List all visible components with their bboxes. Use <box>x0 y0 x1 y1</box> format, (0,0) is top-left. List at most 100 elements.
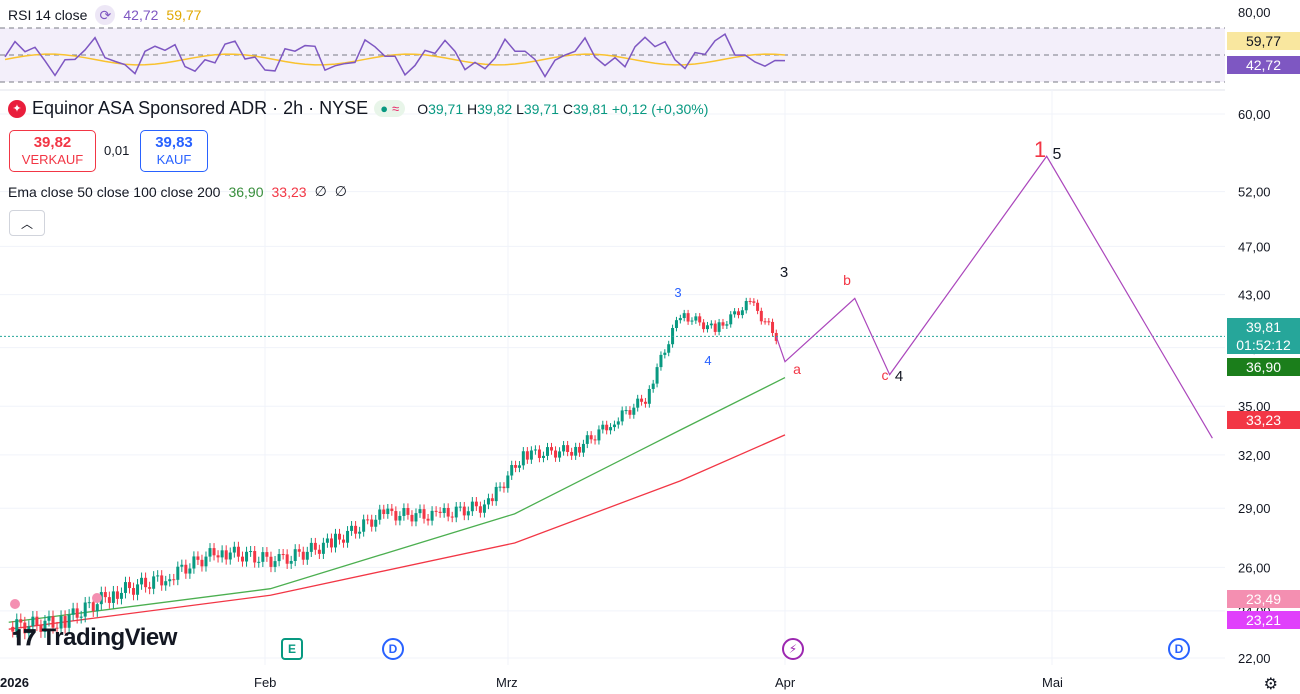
equinor-logo-icon: ✦ <box>8 100 26 118</box>
brand-name: TradingView <box>41 624 176 652</box>
candle-body <box>687 313 690 321</box>
symbol-title[interactable]: Equinor ASA Sponsored ADR · 2h · NYSE <box>32 98 368 119</box>
candle-body <box>237 547 240 557</box>
wave-label-3-blue: 3 <box>674 285 681 300</box>
candle-body <box>108 597 111 603</box>
candle-body <box>294 549 297 561</box>
candle-body <box>88 602 91 603</box>
spread-value: 0,01 <box>104 143 129 158</box>
candle-body <box>192 556 195 568</box>
rsi-axis-tick: 80,00 <box>1238 5 1271 20</box>
pink-label-1: 23,49 <box>1227 590 1300 608</box>
candle-body <box>362 519 365 531</box>
ohlc-values: O39,71 H39,82 L39,71 C39,81 +0,12 (+0,30… <box>417 101 708 117</box>
candle-body <box>534 449 537 450</box>
x-label-mai: Mai <box>1042 675 1063 690</box>
collapse-legend-button[interactable]: ︿ <box>9 210 45 236</box>
candle-body <box>538 449 541 457</box>
candle-body <box>164 581 167 585</box>
candle-body <box>402 508 405 516</box>
candle-body <box>443 508 446 513</box>
x-label-2026: 2026 <box>0 675 29 690</box>
candle-body <box>136 584 139 594</box>
status-pill[interactable]: ● ≈ <box>374 100 405 117</box>
candle-body <box>265 552 268 557</box>
candle-body <box>47 616 50 621</box>
candle-body <box>667 344 670 352</box>
candle-body <box>636 399 639 408</box>
candle-body <box>310 543 313 552</box>
candle-body <box>499 487 502 488</box>
candle-body <box>423 509 426 519</box>
buy-label: KAUF <box>157 152 192 167</box>
candle-body <box>160 575 163 585</box>
candle-body <box>741 310 744 315</box>
rsi-signal: 59,77 <box>166 7 201 23</box>
tradingview-logo[interactable]: 𝟏𝟕 TradingView <box>12 624 177 652</box>
candle-body <box>683 313 686 318</box>
y-tick-label: 32,00 <box>1238 448 1271 463</box>
ema100-line <box>9 435 785 629</box>
candle-body <box>749 301 752 302</box>
dividend-event-icon[interactable]: D <box>382 638 404 660</box>
buy-button[interactable]: 39,83 KAUF <box>140 130 208 172</box>
wave-label-a: a <box>793 361 801 377</box>
earnings-event-icon[interactable]: E <box>281 638 303 660</box>
candle-body <box>253 551 256 562</box>
candle-body <box>200 560 203 567</box>
candle-body <box>354 526 357 534</box>
wave-label-b: b <box>843 272 851 288</box>
market-open-icon: ● <box>380 101 388 116</box>
candle-body <box>439 512 442 513</box>
candle-body <box>274 561 277 567</box>
candle-body <box>92 602 95 611</box>
candle-body <box>370 519 373 526</box>
wave-label-5: 5 <box>1053 146 1062 163</box>
candle-body <box>475 502 478 507</box>
candle-body <box>698 316 701 322</box>
candle-body <box>282 554 285 555</box>
candle-body <box>209 548 212 557</box>
candle-body <box>338 534 341 540</box>
candle-body <box>112 591 115 603</box>
candle-body <box>306 552 309 560</box>
candle-body <box>675 320 678 328</box>
candle-body <box>451 517 454 518</box>
candle-body <box>663 353 666 355</box>
flash-event-icon[interactable]: ⚡ <box>782 638 804 660</box>
candle-body <box>518 465 521 467</box>
candle-body <box>261 552 264 562</box>
candle-body <box>495 487 498 501</box>
candle-body <box>168 579 171 581</box>
candle-body <box>330 538 333 547</box>
candle-body <box>522 451 525 465</box>
candle-body <box>459 507 462 508</box>
candle-body <box>366 519 369 520</box>
buy-price: 39,83 <box>141 134 207 151</box>
candle-body <box>132 588 135 595</box>
y-tick-label: 22,00 <box>1238 651 1271 666</box>
candle-body <box>764 321 767 322</box>
candle-body <box>594 439 597 440</box>
candle-body <box>382 509 385 514</box>
refresh-icon[interactable]: ⟳ <box>95 5 115 25</box>
candle-body <box>245 552 248 562</box>
candle-body <box>702 322 705 329</box>
settings-icon[interactable]: ⚙ <box>1264 674 1278 694</box>
candle-body <box>144 578 147 587</box>
candle-body <box>358 532 361 534</box>
candle-body <box>302 552 305 560</box>
dividend-event-icon-2[interactable]: D <box>1168 638 1190 660</box>
wave-label-3: 3 <box>780 264 788 281</box>
candle-body <box>625 410 628 411</box>
candle-body <box>76 608 79 617</box>
ema-title[interactable]: Ema close 50 close 100 close 200 <box>8 184 220 200</box>
candle-body <box>386 509 389 514</box>
candle-body <box>410 515 413 522</box>
sell-button[interactable]: 39,82 VERKAUF <box>9 130 96 172</box>
candle-body <box>394 511 397 520</box>
candle-body <box>435 511 438 512</box>
candle-body <box>19 619 22 622</box>
candle-body <box>694 316 697 320</box>
y-tick-label: 52,00 <box>1238 185 1271 200</box>
